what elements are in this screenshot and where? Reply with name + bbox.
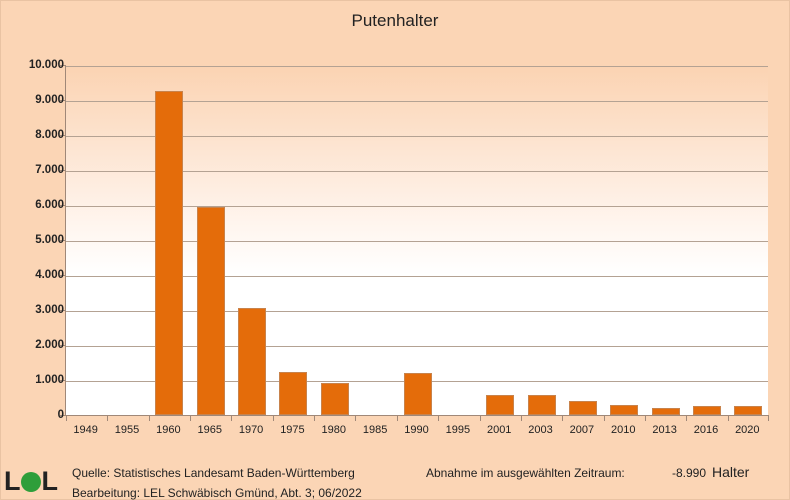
gridline (66, 171, 768, 172)
x-tick-label: 1985 (362, 424, 388, 436)
x-tick-label: 2016 (693, 424, 719, 436)
bar-1980 (320, 383, 349, 415)
x-tick (603, 415, 605, 421)
y-tick (60, 135, 66, 136)
y-tick (60, 415, 66, 416)
y-tick-label: 3.000 (35, 304, 64, 316)
change-value: -8.990 (672, 466, 707, 480)
gridline (66, 241, 768, 242)
x-tick (148, 415, 150, 421)
y-tick-label: 0 (57, 409, 64, 421)
x-tick-label: 1980 (321, 424, 347, 436)
y-tick-label: 7.000 (35, 164, 64, 176)
logo-circle-icon (20, 471, 41, 492)
x-tick (479, 415, 481, 421)
chart-title: Putenhalter (351, 11, 439, 30)
x-tick (727, 415, 729, 421)
y-tick-label: 5.000 (35, 234, 64, 246)
bar-1970 (238, 307, 267, 415)
plot-area (60, 65, 769, 421)
x-tick-label: 1949 (73, 424, 98, 436)
y-tick (60, 170, 66, 171)
x-tick-label: 1955 (114, 424, 140, 436)
x-tick (562, 415, 564, 421)
y-tick-label: 9.000 (35, 94, 64, 106)
x-tick-label: 1960 (156, 424, 181, 436)
bar-1990 (403, 373, 432, 415)
x-tick-label: 2020 (735, 424, 760, 436)
x-tick-label: 1970 (238, 424, 264, 436)
gridline (66, 101, 768, 102)
editor-text: Bearbeitung: LEL Schwäbisch Gmünd, Abt. … (72, 486, 362, 500)
x-tick (644, 415, 646, 421)
y-tick-label: 10.000 (28, 59, 64, 71)
x-tick (66, 415, 67, 421)
y-tick-label: 6.000 (35, 199, 64, 211)
x-tick-label: 1975 (280, 424, 305, 436)
x-tick (686, 415, 688, 421)
source-text: Quelle: Statistisches Landesamt Baden-Wü… (72, 466, 355, 480)
x-tick (438, 415, 440, 421)
y-tick (60, 380, 66, 381)
x-tick-label: 2003 (528, 424, 553, 436)
gridline (66, 276, 768, 277)
bar-2007 (568, 401, 597, 415)
x-tick (520, 415, 522, 421)
x-tick (355, 415, 357, 421)
y-tick-label: 2.000 (35, 339, 64, 351)
gridline (66, 346, 768, 347)
bar-1975 (279, 371, 308, 415)
y-tick (60, 310, 66, 311)
y-tick (60, 345, 66, 346)
gridline (66, 66, 768, 67)
bar-2003 (527, 395, 556, 415)
x-tick-label: 1995 (445, 424, 471, 436)
y-tick (60, 65, 66, 66)
y-tick-label: 1.000 (35, 374, 64, 386)
bar-1965 (196, 207, 225, 415)
x-tick-label: 2001 (486, 424, 512, 436)
bar-1960 (155, 90, 184, 415)
gridline (66, 311, 768, 312)
bar-2020 (734, 405, 763, 415)
x-tick (107, 415, 109, 421)
x-tick-label: 2010 (611, 424, 636, 436)
x-tick (231, 415, 233, 421)
x-tick (272, 415, 274, 421)
bar-2016 (692, 405, 721, 415)
y-tick-label: 8.000 (35, 129, 64, 141)
y-tick (60, 240, 66, 241)
y-tick (60, 100, 66, 101)
gridline (66, 136, 768, 137)
x-tick-label: 2013 (652, 424, 677, 436)
x-tick (396, 415, 398, 421)
x-tick (768, 415, 769, 421)
y-tick (60, 205, 66, 206)
change-unit: Halter (712, 464, 750, 480)
bar-2001 (486, 395, 515, 415)
y-tick-label: 4.000 (35, 269, 64, 281)
x-tick (314, 415, 316, 421)
change-label: Abnahme im ausgewählten Zeitraum: (426, 466, 625, 480)
x-tick-label: 1990 (404, 424, 429, 436)
bar-2013 (651, 408, 680, 415)
gridline (66, 206, 768, 207)
y-tick (60, 275, 66, 276)
bar-2010 (610, 404, 639, 415)
x-tick (190, 415, 192, 421)
x-tick-label: 2007 (569, 424, 595, 436)
x-tick-label: 1965 (197, 424, 222, 436)
